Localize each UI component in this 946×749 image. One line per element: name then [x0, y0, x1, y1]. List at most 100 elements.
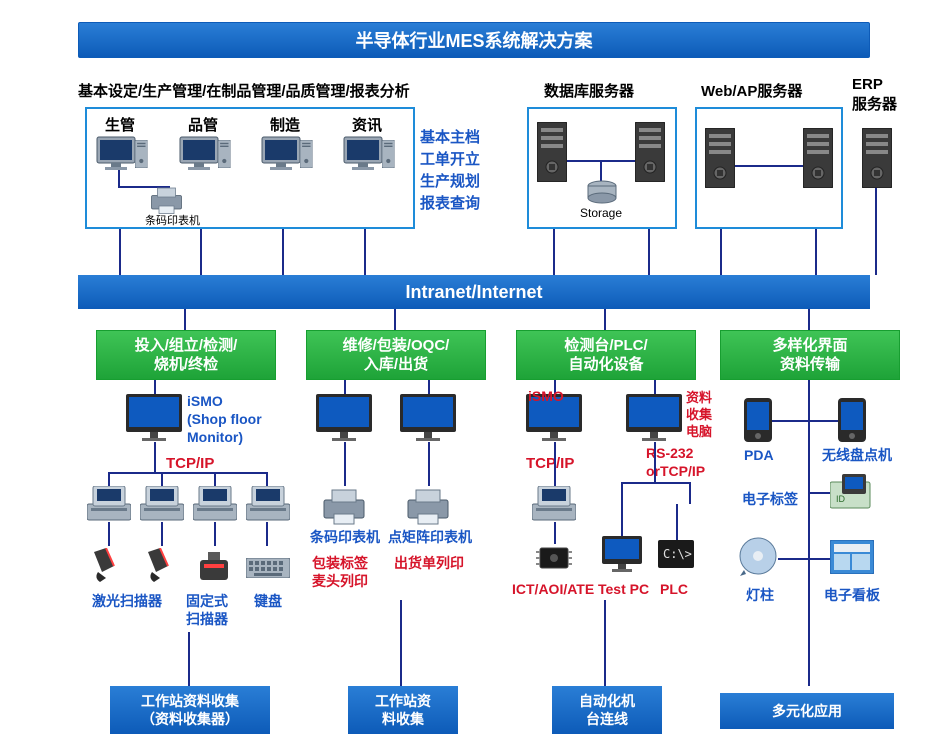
- line: [875, 188, 877, 275]
- line: [188, 632, 190, 686]
- page-title: 半导体行业MES系统解决方案: [78, 22, 870, 58]
- sidelist-0: 基本主档: [420, 128, 480, 148]
- section-top4: ERP 服务器: [852, 76, 897, 114]
- data-pc: 资料 收集 电脑: [686, 390, 712, 441]
- testpc-icon: [602, 536, 642, 572]
- bc-printer-2: [322, 486, 366, 526]
- pc-label-0: 生管: [105, 114, 135, 135]
- line: [266, 522, 268, 546]
- line: [554, 522, 556, 544]
- laser-label: 激光扫描器: [92, 592, 162, 610]
- pc-icon-2: [260, 135, 302, 171]
- light-label: 灯柱: [746, 586, 774, 604]
- disk-icon: [738, 536, 778, 578]
- line: [154, 442, 156, 472]
- section-top2: 数据库服务器: [544, 80, 634, 101]
- bc-printer-label: 条码印表机: [310, 528, 380, 546]
- line: [214, 522, 216, 546]
- line: [676, 504, 678, 540]
- blue-b1: 工作站资料收集 （资料收集器）: [110, 686, 270, 734]
- line: [621, 482, 623, 504]
- chip-icon: [536, 544, 572, 572]
- line: [808, 309, 810, 330]
- tower-icon-3: [382, 140, 400, 180]
- ict-label: ICT/AOI/ATE: [512, 580, 594, 598]
- db-server-2: [635, 122, 665, 182]
- wireless-label: 无线盘点机: [822, 446, 892, 464]
- line: [621, 504, 623, 536]
- line: [621, 482, 691, 484]
- line: [604, 600, 606, 686]
- line: [689, 482, 691, 504]
- pos-2: [140, 486, 184, 522]
- storage-icon: [586, 180, 618, 204]
- etag-label: 电子标签: [742, 490, 798, 508]
- plc-icon: [658, 540, 694, 568]
- blue-b4: 多元化应用: [720, 693, 894, 729]
- pos-ict: [532, 486, 576, 522]
- tower-icon-1: [218, 140, 236, 180]
- green-4: 多样化界面 资料传输: [720, 330, 900, 380]
- line: [778, 558, 830, 560]
- line: [772, 420, 838, 422]
- tower-icon-0: [135, 140, 153, 180]
- pc-icon-1: [178, 135, 220, 171]
- fixed-scanner: [200, 552, 228, 582]
- line: [118, 170, 120, 186]
- line: [344, 380, 346, 394]
- laser-scanner-2: [146, 548, 172, 586]
- blue-b3: 自动化机 台连线: [552, 686, 662, 734]
- etag-icon: [830, 474, 874, 510]
- pack-label: 包装标签 麦头列印: [312, 554, 368, 590]
- wireless-icon: [838, 398, 866, 442]
- board-icon: [830, 540, 874, 574]
- web-server-1: [705, 128, 735, 188]
- line: [119, 229, 121, 275]
- ismo-left: iSMO (Shop floor Monitor): [187, 392, 262, 447]
- erp-server: [862, 128, 892, 188]
- laser-scanner-1: [92, 548, 118, 586]
- ismo-mid: iSMO: [528, 387, 564, 405]
- line: [815, 229, 817, 275]
- line: [108, 472, 268, 474]
- tower-icon-2: [300, 140, 318, 180]
- dot-printer: [406, 486, 450, 526]
- line: [428, 380, 430, 394]
- pos-3: [193, 486, 237, 522]
- line: [735, 165, 803, 167]
- line: [364, 229, 366, 275]
- line: [648, 229, 650, 275]
- line: [654, 380, 656, 394]
- tcpip-mid: TCP/IP: [526, 454, 574, 474]
- monitor-2b: [400, 394, 456, 442]
- dot-printer-label: 点矩阵印表机: [388, 528, 472, 546]
- line: [808, 492, 830, 494]
- db-server-1: [537, 122, 567, 182]
- blue-b2: 工作站资 料收集: [348, 686, 458, 734]
- line: [214, 472, 216, 486]
- green-1: 投入/组立/检测/ 烧机/终检: [96, 330, 276, 380]
- tcpip-left: TCP/IP: [166, 454, 214, 474]
- section-top3: Web/AP服务器: [701, 80, 802, 101]
- web-server-2: [803, 128, 833, 188]
- section-top1: 基本设定/生产管理/在制品管理/品质管理/报表分析: [78, 80, 410, 101]
- pda-label: PDA: [744, 446, 774, 464]
- line: [394, 309, 396, 330]
- intranet-bar: Intranet/Internet: [78, 275, 870, 309]
- line: [161, 522, 163, 546]
- sidelist-1: 工单开立: [420, 150, 480, 170]
- line: [554, 442, 556, 486]
- line: [604, 309, 606, 330]
- line: [282, 229, 284, 275]
- line: [400, 600, 402, 686]
- storage-label: Storage: [580, 206, 622, 222]
- line: [344, 442, 346, 486]
- monitor-3b: [626, 394, 682, 442]
- monitor-1: [126, 394, 182, 442]
- testpc-label: Test PC: [598, 580, 649, 598]
- plc-label: PLC: [660, 580, 688, 598]
- line: [154, 380, 156, 394]
- line: [428, 442, 430, 486]
- pc-label-2: 制造: [270, 114, 300, 135]
- pc-icon-3: [342, 135, 384, 171]
